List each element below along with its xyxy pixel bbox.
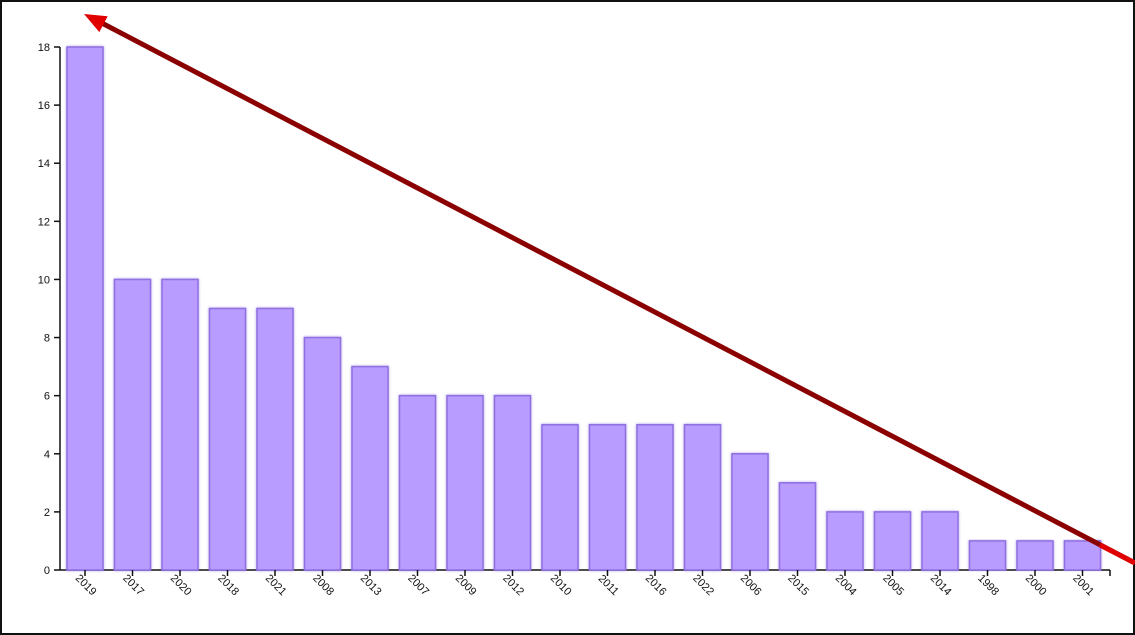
bar-2013: [351, 365, 389, 571]
x-tick-label-2011: 2011: [596, 573, 621, 598]
plot-area: 0 2 4 6 8 10 12 14 16 18 2019 2017 2020 2018 2021 2008 2…: [38, 14, 1135, 598]
x-tick-label-2008: 2008: [310, 572, 336, 598]
x-tick-label-2007: 2007: [405, 572, 431, 598]
bar-2011: [588, 423, 627, 571]
trend-arrow-head-icon: [84, 14, 108, 33]
bar-2014: [921, 511, 959, 571]
bar-2007: [398, 394, 437, 571]
bar-2022: [683, 423, 722, 571]
bar-2001: [1063, 540, 1102, 571]
x-tick-label-2005: 2005: [880, 572, 906, 598]
x-tick-label-2001: 2001: [1070, 572, 1096, 598]
trend-arrow-tail: [1098, 542, 1135, 566]
x-tick-label-2010: 2010: [548, 572, 574, 598]
bar-2012: [493, 394, 532, 571]
x-tick-label-2015: 2015: [785, 572, 811, 598]
y-tick-label: 6: [44, 391, 50, 403]
x-tick-label-2022: 2022: [690, 572, 716, 598]
trend-arrow-line: [93, 17, 1135, 565]
x-tick-label-2006: 2006: [738, 572, 764, 598]
x-tick-label-2016: 2016: [643, 572, 669, 598]
x-tick-label-2018: 2018: [215, 572, 241, 598]
x-tick-label-2009: 2009: [453, 572, 479, 598]
y-tick-label: 18: [38, 42, 50, 54]
x-tick-label-1998: 1998: [975, 572, 1001, 598]
y-tick-label: 0: [44, 565, 50, 577]
bar-2008: [303, 336, 342, 571]
y-tick-label: 8: [44, 333, 50, 345]
bar-2010: [541, 423, 579, 571]
x-tick-label-2021: 2021: [263, 572, 289, 598]
bar-2006: [731, 453, 769, 571]
bar-2004: [826, 511, 864, 571]
bar-2016: [636, 423, 674, 571]
x-tick-label-2000: 2000: [1023, 572, 1049, 598]
bar-2009: [446, 394, 484, 571]
y-tick-label: 12: [38, 216, 50, 228]
x-tick-label-2019: 2019: [73, 572, 99, 598]
bar-2015: [778, 482, 817, 571]
x-tick-label-2012: 2012: [500, 572, 526, 598]
x-tick-label-2004: 2004: [833, 572, 859, 598]
x-tick-label-2014: 2014: [928, 572, 954, 598]
x-tick-label-2017: 2017: [120, 572, 146, 598]
x-tick-label-2013: 2013: [358, 572, 384, 598]
y-tick-label: 2: [44, 507, 50, 519]
bar-2017: [113, 278, 152, 571]
y-tick-label: 4: [44, 449, 50, 461]
bar-2018: [208, 307, 247, 571]
bar-1998: [968, 540, 1007, 571]
bar-2019: [66, 46, 104, 571]
bar-2020: [161, 278, 199, 571]
y-tick-label: 14: [38, 158, 50, 170]
y-tick-label: 10: [38, 274, 50, 286]
bar-2005: [873, 511, 912, 571]
x-tick-label-2020: 2020: [168, 572, 194, 598]
bar-2021: [256, 307, 294, 571]
bar-2000: [1016, 540, 1054, 571]
y-tick-label: 16: [38, 100, 50, 112]
